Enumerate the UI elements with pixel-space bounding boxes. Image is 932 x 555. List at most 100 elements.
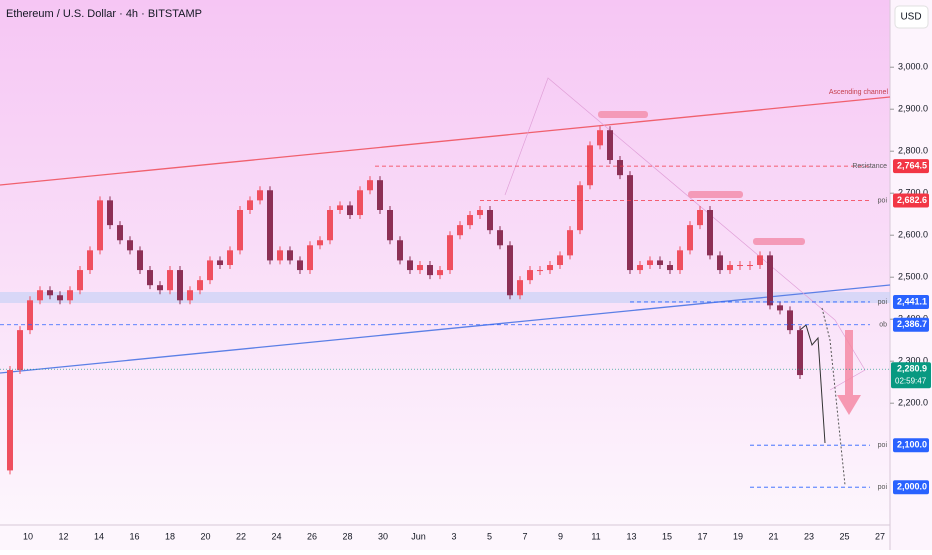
candle xyxy=(657,260,663,266)
candle xyxy=(87,250,93,271)
candle xyxy=(47,290,53,296)
candle xyxy=(727,265,733,271)
level-tag xyxy=(893,159,929,174)
candle xyxy=(577,185,583,231)
x-tick-label: 11 xyxy=(591,531,600,541)
candle xyxy=(157,285,163,291)
x-tick-label: 18 xyxy=(165,531,175,541)
candle xyxy=(227,250,233,266)
candle xyxy=(687,225,693,251)
x-tick-label: 27 xyxy=(875,531,885,541)
candle xyxy=(207,260,213,281)
candle xyxy=(297,260,303,271)
highlight xyxy=(598,111,648,118)
candle xyxy=(707,210,713,256)
level-tag xyxy=(893,294,929,309)
level-name: ob xyxy=(879,322,887,329)
candle xyxy=(37,290,43,301)
candle xyxy=(387,210,393,241)
level-label: 2,441.1 xyxy=(897,296,927,306)
x-tick-label: 5 xyxy=(487,531,492,541)
candle xyxy=(787,310,793,331)
highlight xyxy=(753,238,805,245)
level-tag xyxy=(893,193,929,208)
candle xyxy=(257,190,263,201)
candle xyxy=(497,230,503,246)
level-name: poi xyxy=(878,299,888,306)
y-tick-label: 2,800.0 xyxy=(898,146,928,156)
annotation: Ascending channel xyxy=(829,89,889,96)
candle xyxy=(167,270,173,291)
candle xyxy=(217,260,223,266)
x-tick-label: 28 xyxy=(342,531,352,541)
level-name: poi xyxy=(878,442,888,449)
candle xyxy=(757,255,763,266)
level-label: 2,000.0 xyxy=(897,482,927,492)
x-tick-label: 21 xyxy=(768,531,778,541)
x-tick-label: 25 xyxy=(839,531,849,541)
x-tick-label: 16 xyxy=(129,531,139,541)
level-label: 2,682.6 xyxy=(897,195,927,205)
x-tick-label: 10 xyxy=(23,531,33,541)
candle xyxy=(447,235,453,271)
candle xyxy=(647,260,653,266)
candle xyxy=(417,265,423,271)
candle xyxy=(767,255,773,306)
price-axis xyxy=(890,0,932,550)
level-tag xyxy=(893,317,929,332)
candle xyxy=(17,330,23,371)
candle xyxy=(557,255,563,266)
time-axis xyxy=(0,525,890,550)
drawing xyxy=(504,77,866,391)
candle xyxy=(537,270,543,272)
x-tick-label: 19 xyxy=(733,531,743,541)
candle xyxy=(407,260,413,271)
level-name: poi xyxy=(878,197,888,204)
x-tick-label: 13 xyxy=(626,531,636,541)
x-tick-label: 14 xyxy=(94,531,104,541)
candle xyxy=(457,225,463,236)
channel-bottom xyxy=(0,284,891,374)
candle xyxy=(637,265,643,271)
candle xyxy=(427,265,433,276)
currency[interactable]: USD xyxy=(900,12,921,23)
candle xyxy=(67,290,73,301)
level-name: poi xyxy=(878,484,888,491)
candle xyxy=(57,295,63,301)
projection xyxy=(821,307,846,486)
x-tick-label: Jun xyxy=(411,531,426,541)
y-tick-label: 2,300.0 xyxy=(898,356,928,366)
candle xyxy=(797,330,803,376)
x-tick-label: 24 xyxy=(271,531,281,541)
y-tick-label: 2,200.0 xyxy=(898,398,928,408)
x-tick-label: 7 xyxy=(522,531,527,541)
projection xyxy=(799,324,826,444)
candle xyxy=(507,245,513,296)
candle xyxy=(27,300,33,331)
x-tick-label: 26 xyxy=(307,531,317,541)
candle xyxy=(527,270,533,281)
candle xyxy=(697,210,703,226)
candle xyxy=(547,265,553,271)
candle xyxy=(437,270,443,276)
candle xyxy=(567,230,573,256)
candle xyxy=(197,280,203,291)
currency-button[interactable] xyxy=(894,5,929,29)
candle xyxy=(177,270,183,301)
y-tick-label: 3,000.0 xyxy=(898,62,928,72)
y-tick-label: 2,600.0 xyxy=(898,230,928,240)
candle xyxy=(327,210,333,241)
candle xyxy=(137,250,143,271)
level-name: Resistance xyxy=(852,163,887,170)
candle xyxy=(487,210,493,231)
candle xyxy=(477,210,483,216)
channel-top xyxy=(0,96,891,186)
candle xyxy=(717,255,723,271)
candle xyxy=(587,145,593,186)
zone xyxy=(0,292,890,303)
candle xyxy=(677,250,683,271)
x-tick-label: 30 xyxy=(378,531,388,541)
candle xyxy=(337,205,343,210)
chart-title: Ethereum / U.S. Dollar · 4h · BITSTAMP xyxy=(6,8,202,20)
x-tick-label: 17 xyxy=(697,531,707,541)
